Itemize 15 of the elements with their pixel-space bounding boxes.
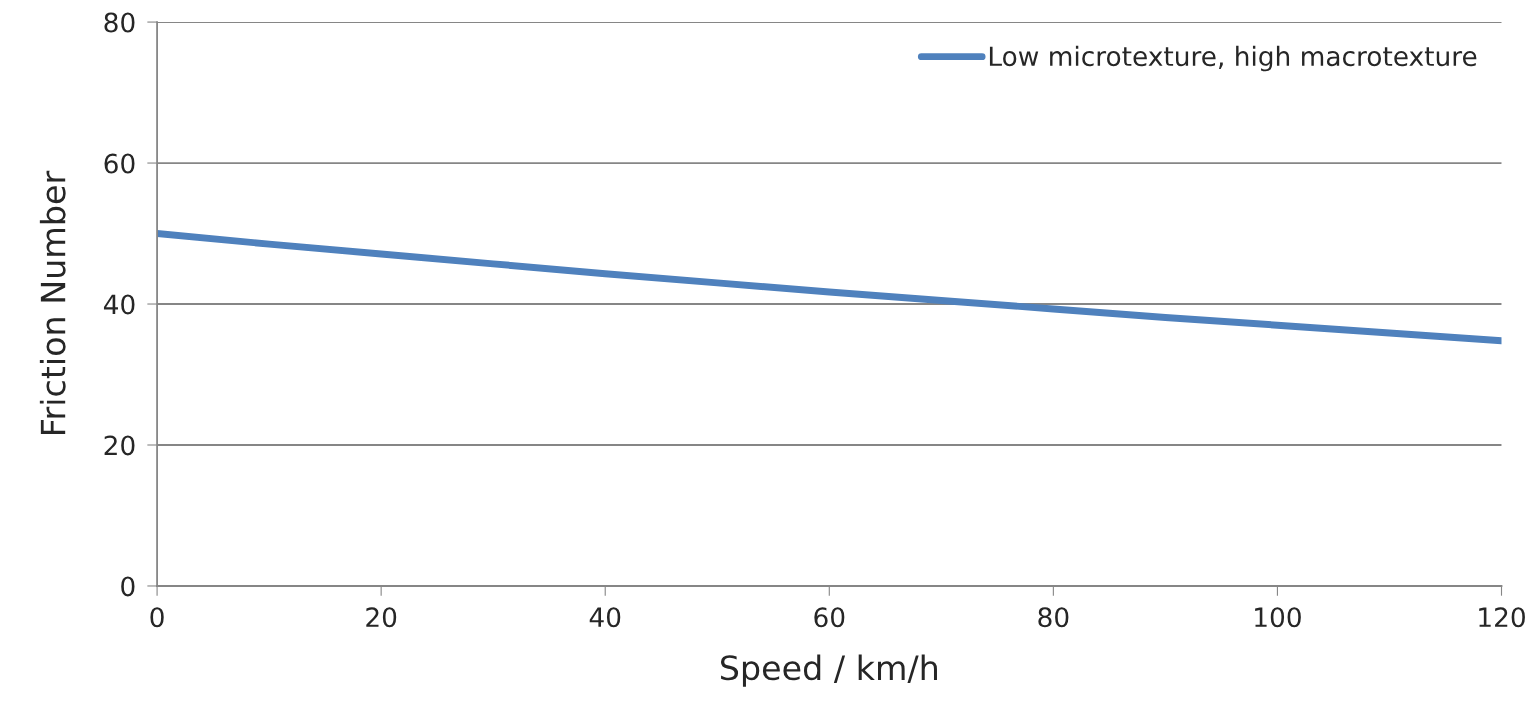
y-axis-title: Friction Number [39, 170, 66, 434]
x-tick-label: 80 [1038, 607, 1069, 628]
x-tick-label: 100 [1255, 607, 1301, 628]
y-tick-label: 40 [103, 294, 135, 315]
legend-label: Low microtexture, high macrotexture [989, 45, 1477, 72]
x-tick-label: 40 [589, 607, 621, 628]
x-tick-label: 120 [1479, 607, 1525, 628]
x-tick-label: 60 [814, 607, 845, 628]
y-tick-label: 60 [104, 153, 135, 174]
y-tick-label: 0 [121, 576, 135, 597]
x-tick-label: 20 [366, 607, 397, 628]
x-axis-title: Speed / km/h [720, 654, 937, 687]
y-tick-label: 20 [104, 435, 135, 456]
x-tick-label: 0 [150, 607, 164, 628]
y-tick-label: 80 [104, 12, 135, 33]
